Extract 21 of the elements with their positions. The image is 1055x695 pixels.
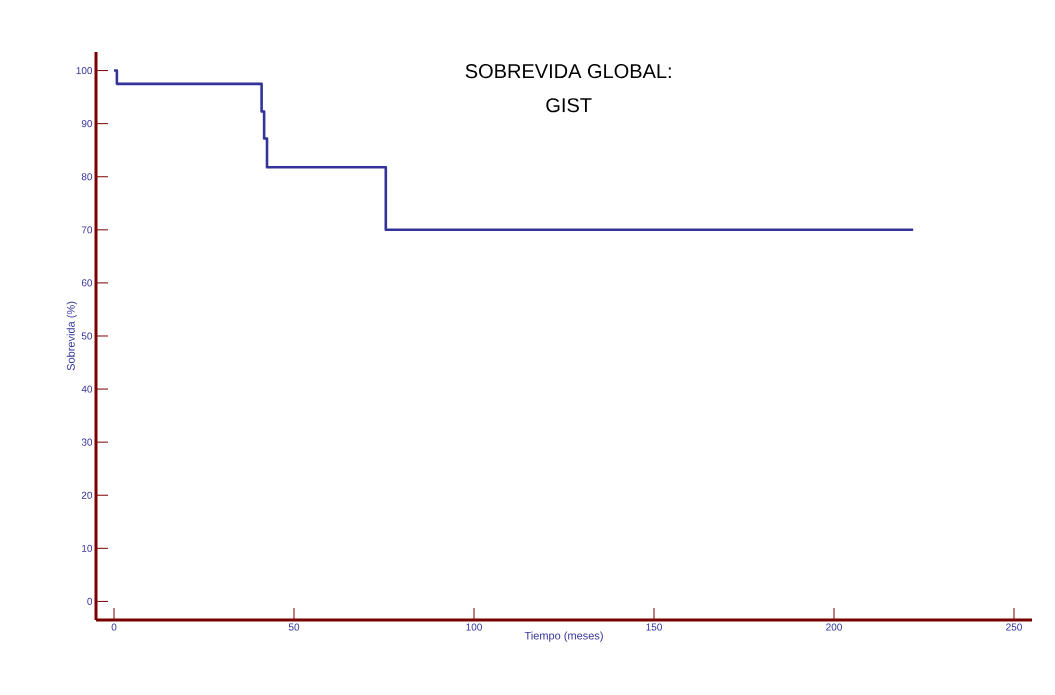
y-tick-label: 0 (87, 597, 93, 605)
y-tick-label: 10 (82, 544, 93, 552)
x-tick-label: 150 (646, 623, 662, 631)
x-tick-label: 50 (288, 623, 300, 631)
text: GIST (546, 98, 592, 113)
y-axis-title: Sobrevida (%) (66, 301, 77, 371)
y-tick-label: 60 (81, 279, 93, 287)
y-tick-label: 40 (81, 385, 93, 393)
x-tick-label: 250 (1006, 623, 1022, 631)
x-tick-label: 200 (826, 623, 842, 631)
y-tick-label: 100 (76, 67, 93, 75)
x-axis-title: Tiempo (meses) (524, 631, 603, 642)
x-tick-label: 0 (111, 623, 117, 631)
y-tick-label: 30 (81, 438, 93, 446)
y-tick-label: 80 (81, 173, 93, 181)
y-tick-label: 50 (81, 332, 93, 340)
y-tick-label: 90 (81, 120, 93, 128)
y-tick-label: 20 (81, 491, 93, 499)
y-tick-label: 70 (81, 226, 93, 234)
chart-title: SOBREVIDA GLOBAL: (465, 64, 671, 79)
x-tick-label: 100 (466, 623, 482, 631)
